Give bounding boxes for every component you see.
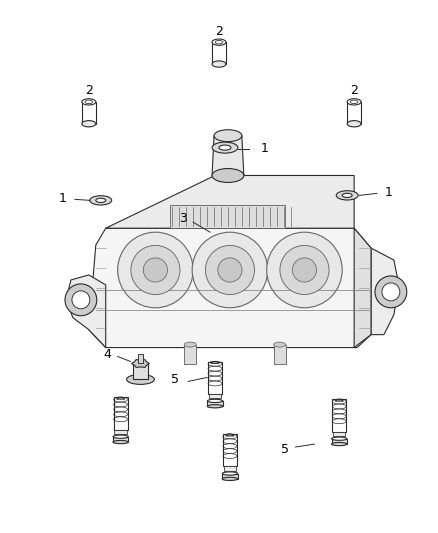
Polygon shape	[335, 399, 343, 401]
Ellipse shape	[90, 196, 112, 205]
Polygon shape	[66, 275, 106, 348]
Polygon shape	[226, 434, 234, 436]
Polygon shape	[170, 205, 285, 228]
Text: 1: 1	[59, 192, 67, 205]
Ellipse shape	[215, 41, 223, 44]
Bar	[138, 353, 144, 364]
Bar	[223, 434, 237, 466]
Polygon shape	[117, 397, 125, 399]
Text: 2: 2	[215, 25, 223, 38]
Ellipse shape	[113, 435, 128, 438]
Polygon shape	[89, 228, 371, 348]
Bar	[113, 437, 128, 442]
Polygon shape	[211, 361, 219, 364]
Circle shape	[131, 245, 180, 295]
Ellipse shape	[332, 442, 347, 446]
Text: 5: 5	[281, 442, 289, 456]
Text: 4: 4	[104, 348, 112, 361]
Circle shape	[218, 258, 242, 282]
Polygon shape	[354, 228, 371, 348]
Circle shape	[267, 232, 342, 308]
Ellipse shape	[347, 120, 361, 127]
Ellipse shape	[342, 193, 352, 198]
Polygon shape	[131, 360, 149, 367]
Ellipse shape	[207, 405, 223, 408]
Ellipse shape	[336, 191, 358, 200]
Ellipse shape	[85, 100, 93, 103]
Ellipse shape	[207, 399, 223, 402]
Text: 2: 2	[350, 84, 358, 98]
Ellipse shape	[350, 100, 358, 103]
Circle shape	[382, 283, 400, 301]
Bar	[82, 102, 96, 124]
Polygon shape	[274, 345, 286, 365]
Bar	[114, 430, 127, 434]
Ellipse shape	[212, 39, 226, 45]
Ellipse shape	[214, 130, 242, 142]
Bar	[224, 466, 236, 471]
Circle shape	[65, 284, 97, 316]
Text: 5: 5	[171, 373, 179, 386]
Circle shape	[375, 276, 407, 308]
Bar	[114, 397, 127, 430]
Text: 3: 3	[179, 212, 187, 225]
Ellipse shape	[347, 99, 361, 105]
Ellipse shape	[222, 477, 237, 480]
Bar	[347, 102, 361, 124]
Bar	[207, 401, 223, 406]
Ellipse shape	[219, 145, 231, 150]
Bar	[332, 399, 346, 432]
Bar	[133, 364, 148, 379]
Bar	[212, 42, 226, 64]
Ellipse shape	[212, 61, 226, 67]
Circle shape	[192, 232, 268, 308]
Circle shape	[118, 232, 193, 308]
Circle shape	[143, 258, 167, 282]
Bar	[208, 361, 222, 394]
Ellipse shape	[212, 168, 244, 182]
Polygon shape	[212, 136, 244, 175]
Bar	[333, 432, 346, 436]
Bar	[332, 439, 347, 444]
Circle shape	[72, 291, 90, 309]
Text: 1: 1	[261, 142, 268, 155]
Bar	[209, 394, 221, 398]
Text: 2: 2	[85, 84, 93, 98]
Ellipse shape	[222, 472, 237, 475]
Polygon shape	[106, 175, 354, 228]
Ellipse shape	[113, 440, 128, 443]
Polygon shape	[184, 345, 196, 365]
Ellipse shape	[82, 120, 96, 127]
Polygon shape	[371, 248, 399, 335]
Ellipse shape	[82, 99, 96, 105]
Ellipse shape	[127, 375, 155, 384]
Ellipse shape	[332, 437, 347, 440]
Circle shape	[280, 245, 329, 295]
Text: 1: 1	[385, 186, 393, 199]
Ellipse shape	[184, 342, 196, 347]
Circle shape	[293, 258, 317, 282]
Ellipse shape	[212, 142, 238, 153]
Bar	[222, 473, 237, 479]
Ellipse shape	[96, 198, 106, 203]
Ellipse shape	[274, 342, 286, 347]
Circle shape	[205, 245, 254, 295]
